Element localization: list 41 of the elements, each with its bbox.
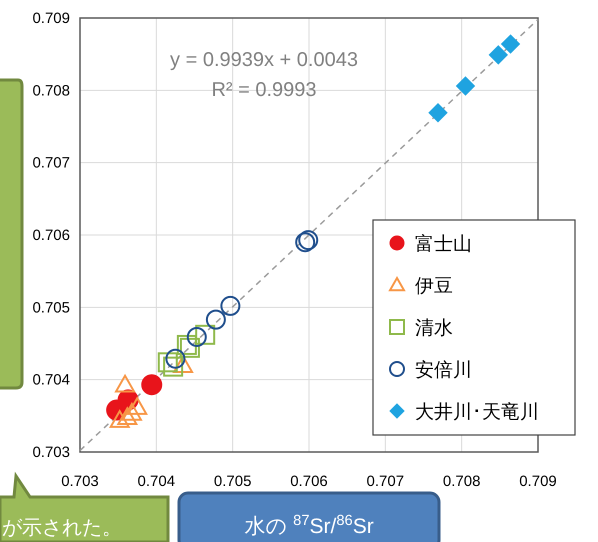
annotation: R² = 0.9993 — [211, 79, 317, 101]
y-tick-label: 0.704 — [32, 372, 70, 389]
point — [456, 76, 475, 96]
point — [173, 355, 194, 373]
point — [186, 326, 207, 347]
point — [206, 310, 226, 330]
point — [195, 324, 216, 345]
y-tick-label: 0.706 — [32, 227, 70, 244]
legend-label: 伊豆 — [415, 276, 453, 297]
point — [220, 296, 240, 316]
point — [163, 356, 184, 377]
legend-label: 安倍川 — [415, 359, 472, 381]
legend-label: 大井川･天竜川 — [415, 401, 539, 423]
text: が示された。 — [2, 517, 122, 539]
x-tick-label: 0.709 — [519, 473, 557, 490]
point — [428, 103, 448, 122]
legend-label: 清水 — [415, 318, 453, 339]
y-tick-label: 0.707 — [32, 154, 70, 172]
point — [165, 348, 186, 369]
point — [122, 402, 142, 421]
point — [117, 407, 138, 426]
point — [115, 374, 136, 392]
x-tick-label: 0.706 — [290, 473, 328, 490]
point — [158, 352, 178, 372]
x-tick-label: 0.703 — [61, 473, 99, 490]
y-tick-label: 0.703 — [32, 444, 70, 461]
x-tick-label: 0.704 — [138, 473, 176, 490]
point — [488, 45, 508, 64]
y-tick-label: 0.709 — [32, 10, 70, 27]
point — [141, 374, 162, 396]
x-tick-label: 0.707 — [366, 473, 404, 490]
point — [501, 34, 520, 54]
point — [110, 410, 130, 428]
x-tick-label: 0.705 — [214, 473, 252, 490]
x-tick-label: 0.708 — [442, 473, 480, 490]
point — [127, 397, 148, 415]
legend-label: 富士山 — [415, 233, 472, 255]
x-axis-title: 水の $^{87}$Sr/$^{86}$Sr — [244, 513, 374, 538]
annotation: y = 0.9939x + 0.0043 — [170, 49, 358, 71]
y-tick-label: 0.708 — [32, 82, 70, 100]
y-tick-label: 0.705 — [32, 299, 70, 316]
